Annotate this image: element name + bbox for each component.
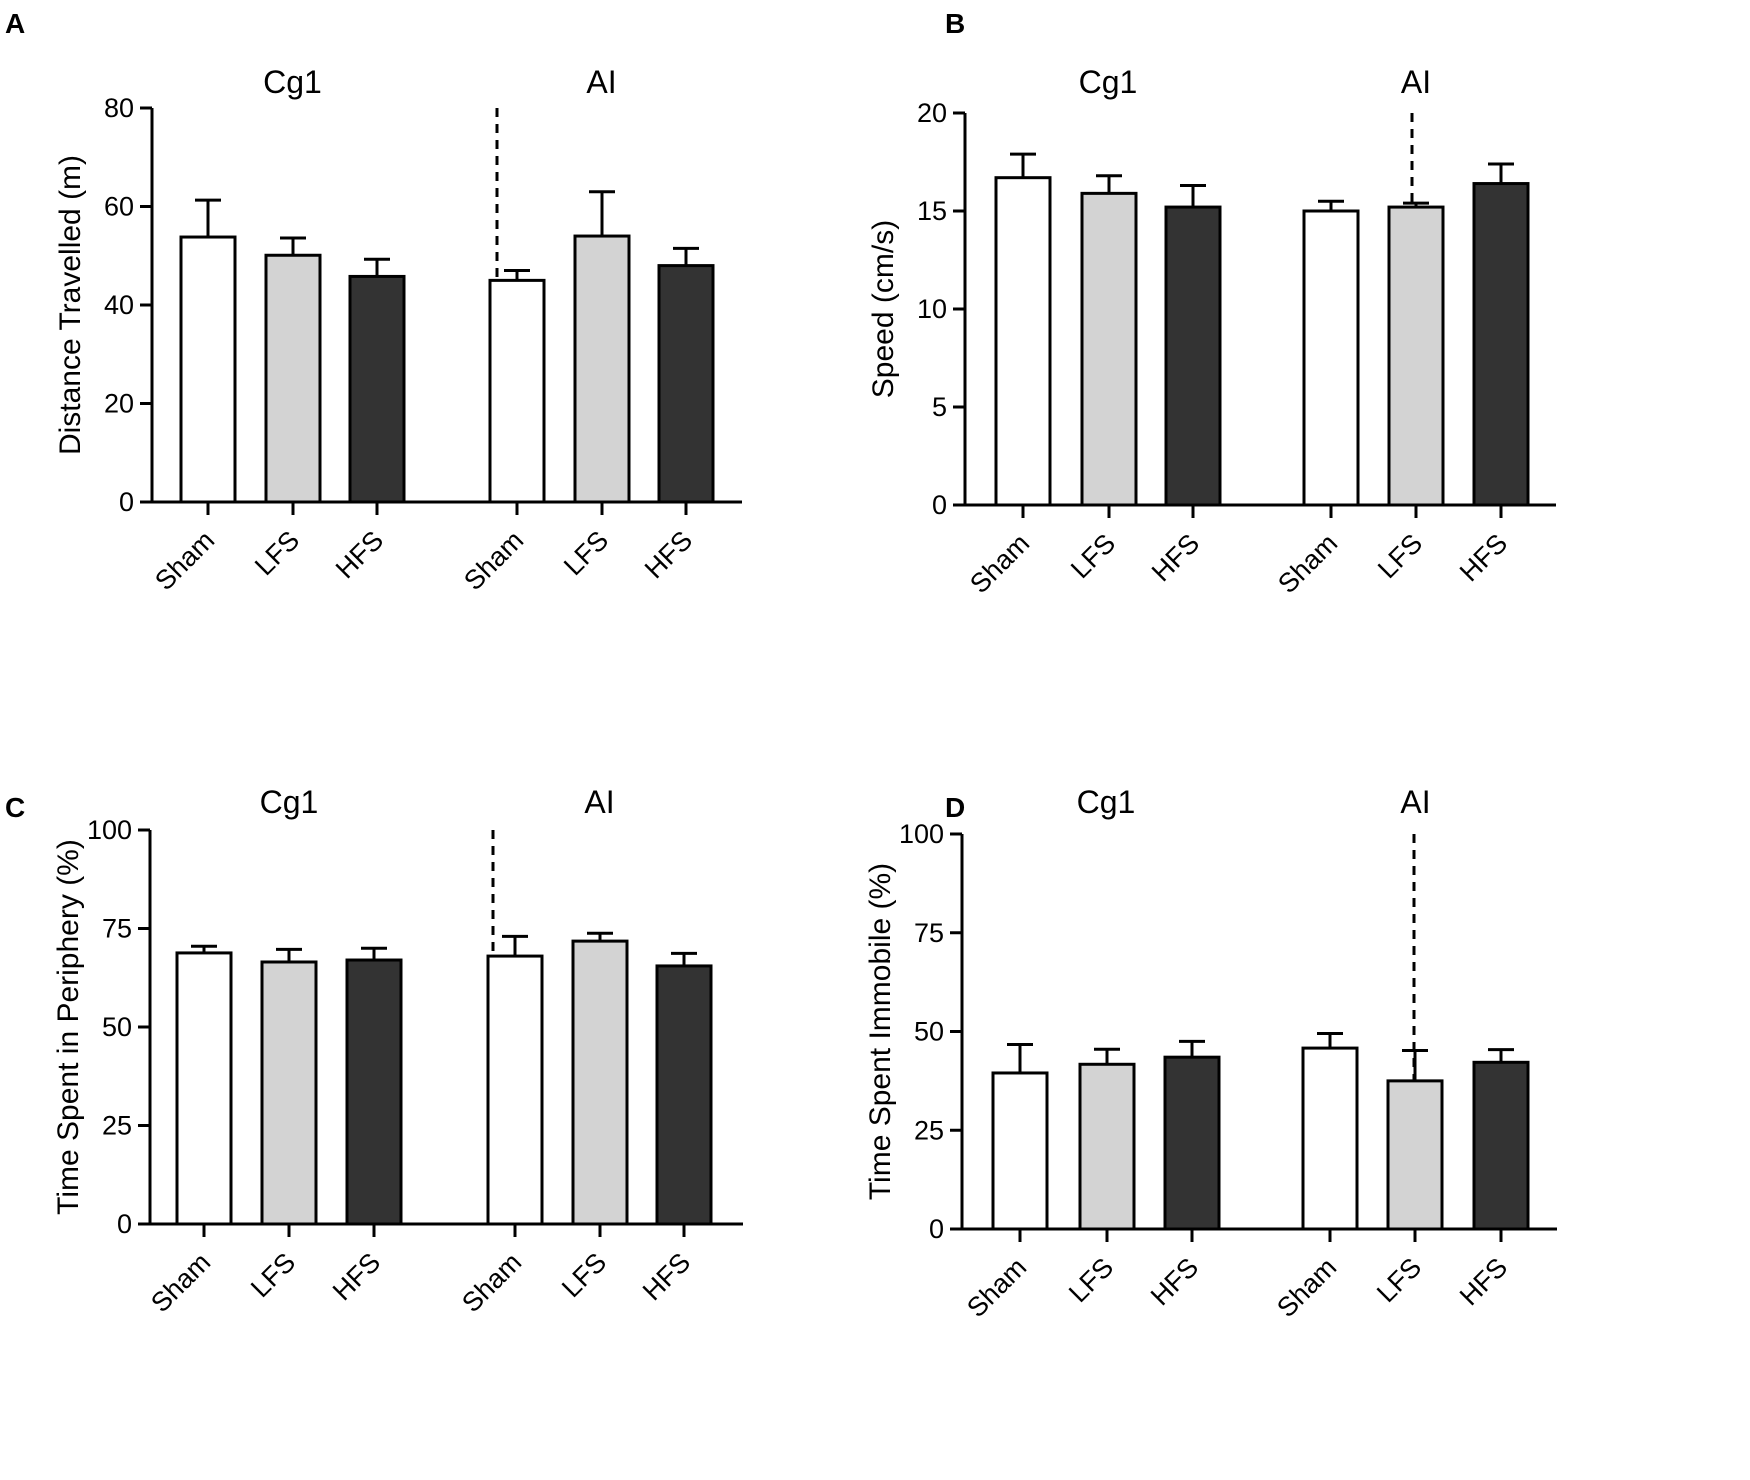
y-tick-label: 50 [914,1017,944,1047]
x-tick-label: LFS [1065,528,1121,584]
bar-cg1-hfs [1164,205,1222,507]
x-tick-label: LFS [245,1247,301,1303]
bar-ai-lfs [1386,1079,1444,1231]
bar-ai-hfs [1472,1060,1530,1231]
y-tick-label: 60 [104,192,134,222]
x-tick-label: Sham [458,525,529,596]
x-tick-label: HFS [639,525,698,584]
y-tick-label: 100 [87,815,132,845]
bar-ai-lfs [571,939,629,1226]
panel-letter: B [945,8,965,39]
x-tick-label: Sham [149,525,220,596]
y-tick-label: 15 [917,196,947,226]
group-title: AI [586,64,616,100]
bar-cg1-lfs [1080,191,1138,507]
y-tick-label: 50 [102,1012,132,1042]
group-title: AI [1401,64,1431,100]
y-tick-label: 5 [932,392,947,422]
bar-cg1-lfs [260,960,318,1226]
bar-cg1-lfs [1078,1062,1136,1231]
x-tick-label: LFS [1372,528,1428,584]
x-tick-label: LFS [1063,1252,1119,1308]
group-title: AI [1400,784,1430,820]
x-tick-label: Sham [964,528,1035,599]
bar-cg1-hfs [1163,1055,1221,1231]
x-tick-label: HFS [1454,528,1513,587]
bar-ai-lfs [1387,205,1445,507]
y-axis-label: Speed (cm/s) [867,220,900,398]
y-axis-label: Time Spent in Periphery (%) [52,839,85,1215]
bar-cg1-hfs [348,274,406,504]
y-axis-label: Distance Travelled (m) [54,155,87,455]
y-tick-label: 0 [932,490,947,520]
x-tick-label: Sham [961,1252,1032,1323]
group-title: Cg1 [1079,64,1138,100]
panel-letter: C [5,792,25,823]
y-tick-label: 75 [914,918,944,948]
bar-ai-lfs [573,234,631,504]
y-tick-label: 40 [104,290,134,320]
panel-letter: D [945,792,965,823]
group-title: Cg1 [263,64,322,100]
bar-cg1-hfs [345,958,403,1226]
x-tick-label: HFS [1454,1252,1513,1311]
bar-ai-sham [1301,1046,1359,1231]
x-tick-label: Sham [1272,528,1343,599]
bar-ai-sham [1302,209,1360,507]
bar-cg1-sham [991,1071,1049,1231]
x-tick-label: Sham [456,1247,527,1318]
bar-cg1-sham [179,235,237,504]
y-tick-label: 100 [899,819,944,849]
y-tick-label: 20 [104,389,134,419]
y-tick-label: 0 [117,1209,132,1239]
x-tick-label: Sham [1271,1252,1342,1323]
group-title: AI [584,784,614,820]
y-tick-label: 80 [104,93,134,123]
y-tick-label: 0 [119,487,134,517]
panel-letter: A [5,8,25,39]
y-tick-label: 20 [917,98,947,128]
x-tick-label: HFS [637,1247,696,1306]
x-tick-label: HFS [327,1247,386,1306]
x-tick-label: LFS [1371,1252,1427,1308]
y-tick-label: 0 [929,1214,944,1244]
bar-cg1-sham [994,176,1052,507]
bar-cg1-sham [175,951,233,1226]
y-axis-label: Time Spent Immobile (%) [864,863,897,1200]
x-tick-label: HFS [330,525,389,584]
x-tick-label: HFS [1146,528,1205,587]
x-tick-label: Sham [145,1247,216,1318]
panel-b: B 0 5 10 15 20 Speed (cm/s) Cg1 Sham LFS HFS AI Sham… [867,8,1556,599]
y-tick-label: 25 [102,1111,132,1141]
y-tick-label: 25 [914,1115,944,1145]
x-tick-label: LFS [556,1247,612,1303]
y-tick-label: 10 [917,294,947,324]
bar-ai-sham [488,278,546,504]
y-tick-label: 75 [102,914,132,944]
panel-a: A 0 20 40 60 80 Distance Travelled (m) Cg1 Sham L… [5,8,742,596]
x-tick-label: LFS [249,525,305,581]
bar-ai-sham [486,954,544,1226]
bar-ai-hfs [655,964,713,1226]
bar-cg1-lfs [264,253,322,504]
group-title: Cg1 [1077,784,1136,820]
bar-ai-hfs [1472,182,1530,507]
bar-ai-hfs [657,264,715,504]
x-tick-label: LFS [558,525,614,581]
x-tick-label: HFS [1145,1252,1204,1311]
group-title: Cg1 [260,784,319,820]
